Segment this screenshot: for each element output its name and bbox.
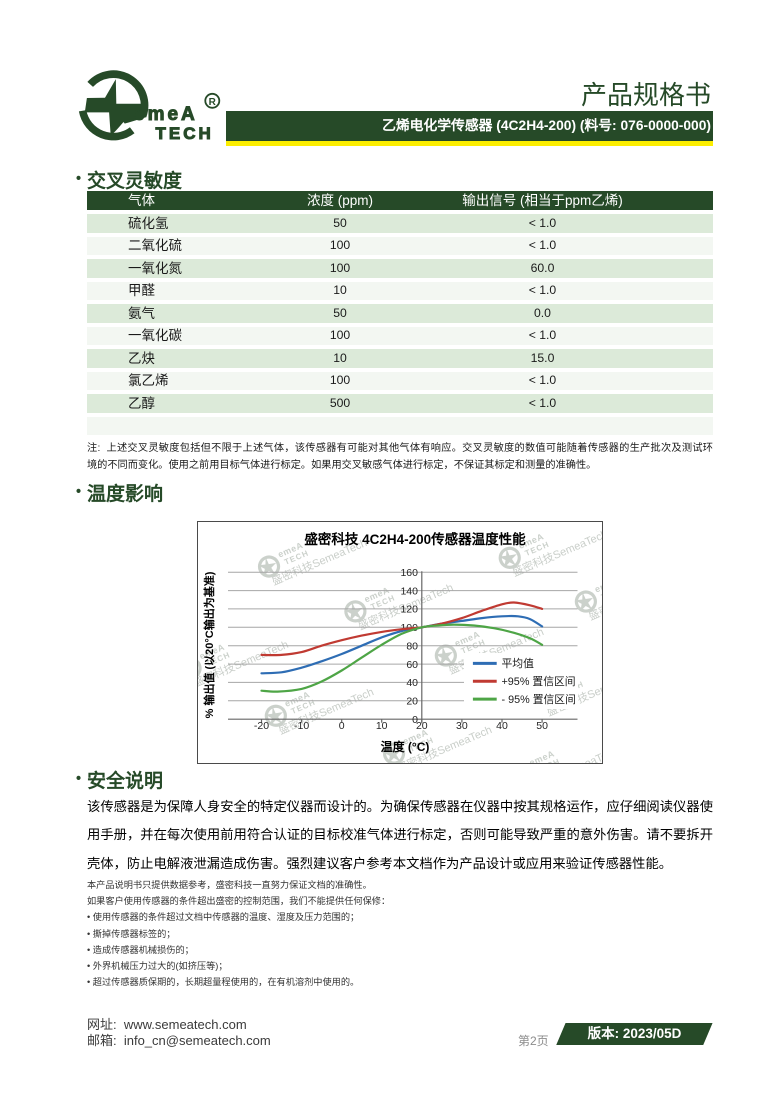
svg-text:0: 0 [339,720,345,732]
svg-text:40: 40 [496,720,508,732]
svg-text:温度 (°C): 温度 (°C) [381,739,430,754]
svg-text:80: 80 [406,641,418,653]
svg-text:20: 20 [416,720,428,732]
svg-text:40: 40 [406,677,418,689]
svg-text:R: R [209,97,217,108]
svg-text:TECH: TECH [156,124,214,143]
svg-text:50: 50 [536,720,548,732]
svg-text:% 输出值 (以20°C输出为基准): % 输出值 (以20°C输出为基准) [202,571,216,718]
svg-text:140: 140 [400,585,418,597]
svg-text:-20: -20 [254,720,269,732]
svg-text:160: 160 [400,567,418,579]
svg-text:- 95% 置信区间: - 95% 置信区间 [502,693,576,706]
svg-text:盛密科技 4C2H4-200传感器温度性能: 盛密科技 4C2H4-200传感器温度性能 [304,531,526,547]
svg-text:平均值: 平均值 [502,657,535,670]
svg-text:60: 60 [406,659,418,671]
svg-text:20: 20 [406,696,418,708]
svg-text:emeA: emeA [134,104,198,125]
svg-text:0: 0 [412,714,418,726]
svg-text:+95% 置信区间: +95% 置信区间 [502,675,576,688]
svg-text:30: 30 [456,720,468,732]
svg-text:-10: -10 [294,720,309,732]
svg-text:120: 120 [400,604,418,616]
svg-text:10: 10 [376,720,388,732]
